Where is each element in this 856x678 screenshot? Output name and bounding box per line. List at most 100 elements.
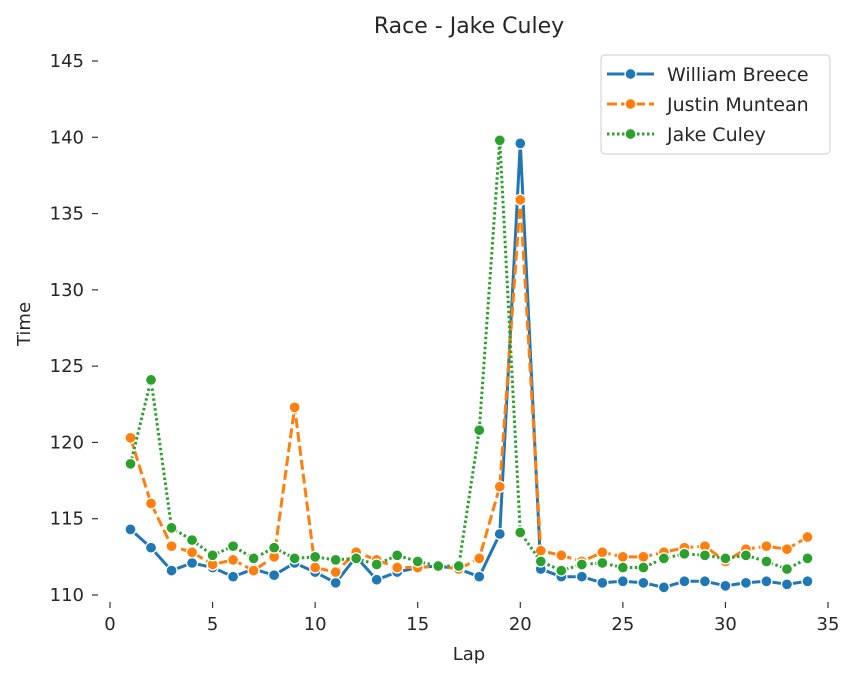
data-point	[555, 549, 568, 562]
data-point	[780, 562, 794, 576]
legend-marker	[624, 127, 637, 141]
data-point	[185, 556, 199, 570]
data-point	[801, 552, 814, 565]
legend: William Breece Justin Muntean Jake Culey	[600, 54, 831, 155]
y-axis: 110 115 120 125 130 135 140 145	[50, 51, 98, 606]
data-point	[514, 137, 527, 150]
data-point	[267, 569, 281, 582]
x-tick-label: 15	[406, 614, 429, 635]
y-tick-label: 130	[50, 280, 84, 301]
series-line	[129, 198, 809, 574]
data-point	[596, 576, 609, 589]
legend-marker	[624, 67, 637, 81]
y-axis-title: Time	[14, 302, 35, 347]
data-point	[616, 550, 630, 564]
data-point	[124, 457, 137, 470]
data-point	[165, 521, 178, 535]
data-point	[206, 549, 219, 562]
data-point	[391, 549, 404, 562]
data-point	[493, 134, 506, 147]
data-point	[514, 193, 527, 206]
data-point	[411, 555, 424, 568]
data-point	[801, 530, 814, 544]
x-tick-label: 30	[714, 614, 737, 635]
data-point	[144, 497, 158, 510]
data-point	[657, 581, 671, 594]
data-point	[308, 550, 322, 564]
x-axis: 0 5 10 15 20 25 30 35	[104, 602, 839, 635]
data-point	[247, 564, 260, 577]
data-point	[760, 575, 773, 588]
data-point	[555, 564, 568, 577]
legend-label: William Breece	[667, 64, 809, 86]
legend-marker	[624, 97, 637, 111]
data-point	[452, 559, 465, 573]
y-tick-label: 110	[50, 585, 84, 606]
x-axis-title: Lap	[453, 644, 485, 665]
data-point	[185, 533, 199, 547]
x-tick-label: 5	[207, 614, 218, 635]
data-point	[432, 559, 445, 573]
data-point	[760, 540, 773, 553]
data-point	[534, 555, 547, 568]
data-point	[780, 578, 794, 591]
data-point	[493, 480, 506, 493]
data-point	[739, 549, 753, 562]
series-line	[129, 138, 809, 573]
data-point	[329, 565, 342, 579]
data-point	[616, 575, 630, 588]
data-point	[760, 555, 773, 568]
data-point	[247, 552, 260, 565]
data-point	[616, 561, 630, 574]
x-tick-label: 10	[304, 614, 327, 635]
y-tick-label: 140	[50, 127, 84, 148]
data-point	[473, 552, 486, 565]
data-point	[575, 570, 588, 583]
y-tick-label: 120	[50, 432, 84, 453]
data-point	[370, 558, 383, 571]
data-point	[329, 576, 342, 589]
data-point	[226, 540, 240, 553]
y-tick-label: 125	[50, 356, 84, 377]
data-point	[637, 550, 650, 564]
data-point	[739, 576, 753, 589]
data-point	[637, 576, 650, 589]
data-point	[780, 543, 794, 556]
data-point	[637, 561, 650, 574]
data-point	[534, 544, 547, 557]
data-point	[473, 570, 486, 583]
data-point	[226, 553, 240, 567]
data-point	[678, 575, 691, 588]
data-point	[657, 552, 671, 565]
legend-label: Justin Muntean	[666, 94, 809, 116]
data-point	[493, 527, 506, 541]
series-jake-culey	[124, 134, 814, 577]
x-tick-label: 20	[509, 614, 532, 635]
x-tick-label: 25	[611, 614, 634, 635]
data-point	[124, 431, 137, 445]
data-point	[329, 553, 342, 567]
data-point	[370, 573, 383, 586]
data-point	[473, 424, 486, 437]
data-point	[698, 549, 712, 562]
plot-area	[124, 134, 814, 594]
x-tick-label: 35	[817, 614, 840, 635]
data-point	[350, 552, 363, 565]
data-point	[801, 575, 814, 588]
data-point	[288, 401, 301, 414]
data-point	[514, 526, 527, 539]
data-point	[575, 558, 588, 571]
data-point	[596, 556, 609, 570]
data-point	[124, 523, 137, 536]
y-tick-label: 145	[50, 51, 84, 72]
x-tick-label: 0	[104, 614, 115, 635]
data-point	[596, 546, 609, 559]
data-point	[165, 540, 178, 553]
series-line	[129, 141, 808, 589]
data-point	[226, 570, 240, 583]
y-tick-label: 135	[50, 204, 84, 225]
y-tick-label: 115	[50, 509, 84, 530]
legend-box	[600, 54, 831, 155]
data-point	[308, 561, 322, 574]
legend-label: Jake Culey	[666, 124, 766, 146]
